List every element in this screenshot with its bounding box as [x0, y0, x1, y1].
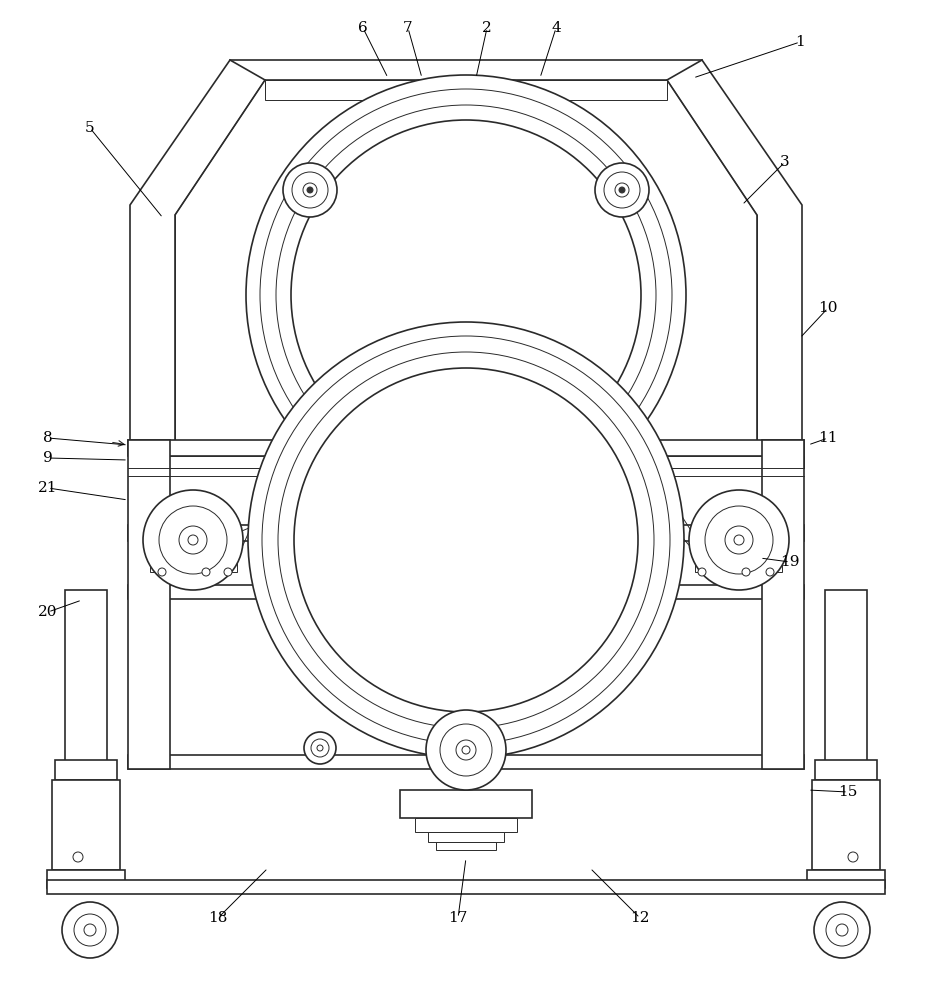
- Text: 5: 5: [85, 121, 95, 135]
- Bar: [807, 870, 885, 888]
- Circle shape: [224, 568, 232, 576]
- Circle shape: [766, 568, 774, 576]
- Bar: [230, 60, 702, 80]
- Circle shape: [689, 490, 789, 590]
- Bar: [128, 456, 804, 468]
- Circle shape: [292, 172, 328, 208]
- Bar: [265, 80, 667, 100]
- Text: 19: 19: [780, 555, 800, 569]
- Circle shape: [311, 739, 329, 757]
- Bar: [428, 832, 504, 842]
- Circle shape: [705, 506, 773, 574]
- Circle shape: [283, 163, 337, 217]
- Text: 1: 1: [795, 35, 805, 49]
- Circle shape: [278, 352, 654, 728]
- Circle shape: [294, 368, 638, 712]
- Bar: [443, 100, 489, 130]
- Circle shape: [307, 187, 313, 193]
- Text: 11: 11: [818, 431, 838, 445]
- Text: 12: 12: [630, 911, 650, 925]
- Circle shape: [698, 568, 706, 576]
- Circle shape: [73, 852, 83, 862]
- Bar: [52, 780, 120, 870]
- Bar: [47, 870, 125, 888]
- Circle shape: [248, 322, 684, 758]
- Bar: [128, 585, 804, 599]
- Circle shape: [202, 568, 210, 576]
- Circle shape: [143, 490, 243, 590]
- Circle shape: [440, 724, 492, 776]
- Circle shape: [725, 526, 753, 554]
- Text: 15: 15: [838, 785, 857, 799]
- Circle shape: [179, 526, 207, 554]
- Text: 4: 4: [551, 21, 561, 35]
- Bar: [55, 760, 117, 780]
- Circle shape: [260, 89, 672, 501]
- Circle shape: [317, 745, 323, 751]
- Bar: [762, 440, 804, 769]
- Circle shape: [456, 740, 476, 760]
- Polygon shape: [667, 60, 802, 445]
- Circle shape: [734, 535, 744, 545]
- Bar: [65, 590, 107, 790]
- Circle shape: [304, 732, 336, 764]
- Circle shape: [426, 710, 506, 790]
- Text: 2: 2: [482, 21, 492, 35]
- Circle shape: [595, 163, 649, 217]
- Text: 17: 17: [448, 911, 468, 925]
- Text: 18: 18: [209, 911, 227, 925]
- Text: 20: 20: [38, 605, 58, 619]
- Bar: [128, 440, 170, 769]
- Bar: [400, 790, 532, 818]
- Text: 3: 3: [780, 155, 789, 169]
- Circle shape: [814, 902, 870, 958]
- Circle shape: [276, 105, 656, 485]
- Bar: [128, 525, 804, 541]
- Circle shape: [262, 336, 670, 744]
- Circle shape: [619, 187, 625, 193]
- Bar: [47, 880, 885, 894]
- Bar: [265, 80, 667, 95]
- Circle shape: [848, 852, 858, 862]
- Circle shape: [84, 924, 96, 936]
- Text: 9: 9: [43, 451, 53, 465]
- Bar: [825, 590, 867, 790]
- Circle shape: [604, 172, 640, 208]
- Circle shape: [742, 568, 750, 576]
- Text: 10: 10: [818, 301, 838, 315]
- Circle shape: [836, 924, 848, 936]
- Circle shape: [246, 75, 686, 515]
- Bar: [128, 440, 804, 456]
- Bar: [815, 760, 877, 780]
- Bar: [812, 780, 880, 870]
- Circle shape: [291, 120, 641, 470]
- Bar: [695, 560, 782, 572]
- Circle shape: [462, 746, 470, 754]
- Bar: [150, 560, 237, 572]
- Circle shape: [74, 914, 106, 946]
- Circle shape: [188, 535, 198, 545]
- Text: 8: 8: [43, 431, 53, 445]
- Polygon shape: [130, 60, 265, 445]
- Bar: [415, 818, 517, 832]
- Bar: [128, 755, 804, 769]
- Text: 21: 21: [38, 481, 58, 495]
- Text: 7: 7: [404, 21, 413, 35]
- Circle shape: [615, 183, 629, 197]
- Circle shape: [62, 902, 118, 958]
- Circle shape: [158, 568, 166, 576]
- Circle shape: [303, 183, 317, 197]
- Bar: [436, 842, 496, 850]
- Text: 6: 6: [358, 21, 368, 35]
- Bar: [447, 104, 485, 126]
- Circle shape: [826, 914, 858, 946]
- Circle shape: [159, 506, 227, 574]
